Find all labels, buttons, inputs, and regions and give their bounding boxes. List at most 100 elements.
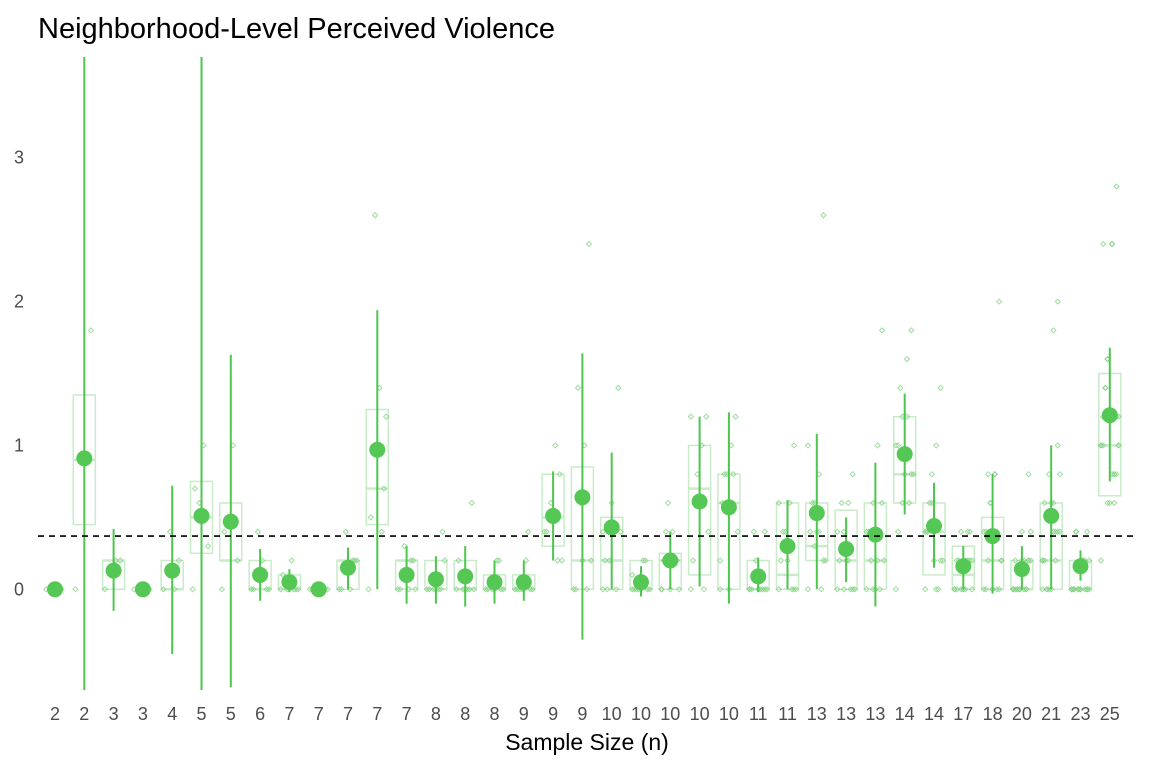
observation-point — [894, 528, 902, 535]
mean-point — [779, 538, 796, 555]
observation-point — [1012, 586, 1019, 593]
observation-point — [277, 586, 284, 593]
observation-point — [423, 586, 431, 593]
observation-point — [939, 557, 947, 564]
x-tick-label: 3 — [138, 704, 148, 724]
observation-point — [995, 298, 1003, 305]
category-group — [218, 354, 243, 688]
observation-point — [849, 586, 856, 593]
observation-point — [628, 571, 636, 579]
observation-point — [394, 586, 402, 593]
observation-point — [468, 499, 476, 507]
x-tick-label: 13 — [865, 704, 885, 724]
observation-point — [1083, 528, 1091, 535]
observation-point — [966, 528, 974, 535]
observation-point — [495, 557, 503, 564]
observation-point — [993, 586, 1001, 593]
observation-point — [646, 586, 654, 593]
observation-point — [265, 586, 273, 593]
mean-point — [310, 581, 327, 598]
category-group — [1068, 528, 1093, 593]
observation-point — [775, 499, 782, 507]
observation-point — [574, 384, 582, 392]
observation-point — [1113, 470, 1120, 478]
category-group — [101, 528, 126, 611]
observation-point — [175, 557, 183, 564]
observation-point — [834, 528, 841, 535]
x-tick-label: 8 — [431, 704, 441, 724]
observation-point — [1047, 586, 1055, 593]
observation-point — [1099, 442, 1107, 449]
observation-point — [806, 528, 814, 535]
observation-point — [675, 586, 683, 593]
x-tick-label: 7 — [343, 704, 353, 724]
mean-point — [76, 450, 93, 467]
mean-point — [574, 489, 591, 506]
observation-point — [876, 586, 884, 593]
observation-point — [926, 499, 933, 507]
observation-point — [937, 557, 944, 564]
observation-point — [746, 586, 753, 593]
category-group — [892, 327, 917, 593]
observation-point — [522, 557, 530, 564]
observation-point — [371, 212, 379, 219]
x-tick-label: 11 — [749, 704, 768, 724]
observation-point — [908, 327, 915, 334]
observation-point — [1054, 298, 1062, 305]
observation-point — [1025, 470, 1032, 478]
observation-point — [734, 528, 741, 535]
observation-point — [820, 557, 827, 564]
observation-point — [396, 586, 404, 593]
observation-point — [543, 528, 550, 535]
observation-point — [957, 528, 965, 535]
observation-point — [585, 240, 593, 248]
mean-point — [427, 571, 444, 588]
category-group — [541, 442, 566, 564]
x-tick-label: 18 — [983, 704, 1003, 724]
mean-point — [603, 519, 620, 536]
observation-point — [1108, 240, 1116, 248]
category-group — [453, 499, 478, 607]
observation-point — [367, 514, 374, 521]
observation-point — [721, 470, 728, 478]
category-group — [1039, 298, 1064, 593]
mean-point — [47, 581, 63, 598]
observation-point — [426, 586, 433, 593]
observation-point — [658, 586, 665, 593]
observation-point — [847, 586, 854, 593]
observation-point — [716, 557, 724, 564]
category-group — [394, 542, 419, 604]
observation-point — [730, 470, 737, 478]
observation-point — [759, 586, 766, 593]
observation-point — [87, 327, 95, 334]
observation-point — [788, 586, 796, 593]
mean-point — [398, 566, 415, 583]
observation-point — [294, 586, 302, 593]
observation-point — [1102, 384, 1109, 392]
observation-point — [599, 586, 607, 593]
observation-point — [960, 586, 967, 593]
observation-point — [601, 557, 609, 564]
observation-point — [980, 528, 988, 535]
category-group — [980, 298, 1005, 594]
observation-point — [809, 499, 816, 507]
observation-point — [453, 586, 460, 593]
observation-point — [378, 528, 385, 535]
observation-point — [570, 586, 577, 593]
observation-point — [761, 528, 769, 535]
observation-point — [932, 586, 940, 593]
observation-point — [455, 557, 462, 564]
observation-point — [513, 586, 521, 593]
observation-point — [380, 485, 388, 492]
observation-point — [409, 557, 417, 564]
observation-point — [220, 528, 228, 535]
observation-point — [1083, 586, 1091, 593]
observation-point — [342, 528, 350, 535]
observation-point — [353, 557, 361, 564]
mean-point — [486, 574, 503, 591]
category-group — [599, 384, 624, 593]
observation-point — [908, 470, 915, 478]
category-group — [687, 413, 712, 593]
x-tick-label: 2 — [50, 704, 60, 724]
observation-point — [903, 355, 911, 363]
